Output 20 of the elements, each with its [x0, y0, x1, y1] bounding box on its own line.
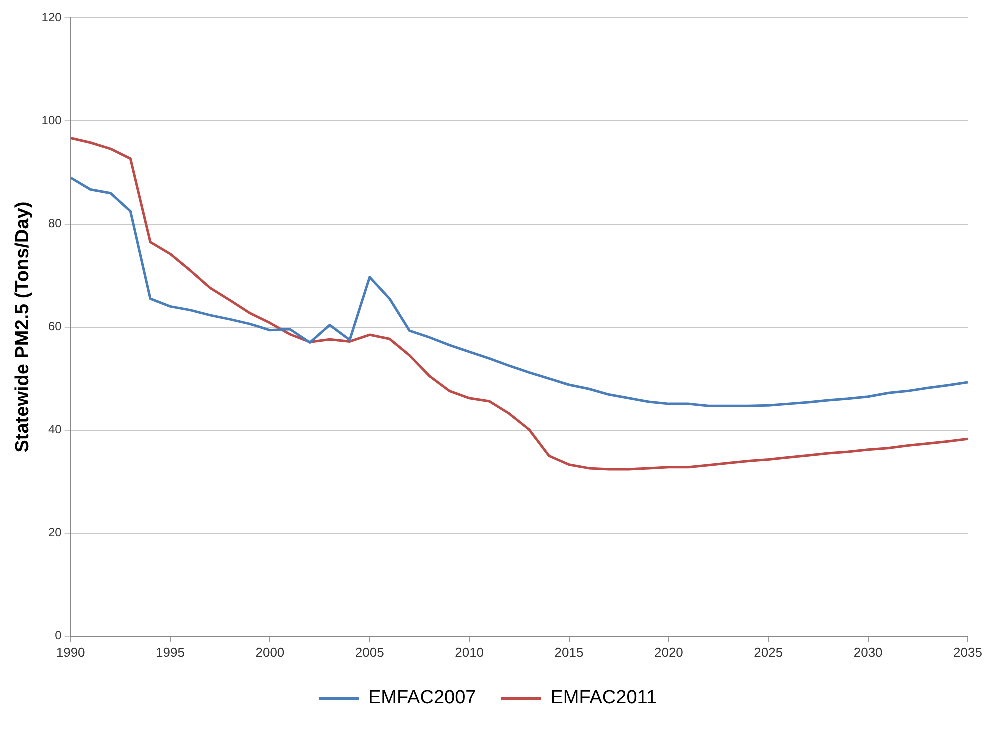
x-tick-label: 2030 — [854, 644, 883, 660]
y-tick-label: 80 — [48, 216, 62, 231]
x-tick-label: 1995 — [156, 644, 185, 660]
y-tick-label: 0 — [55, 628, 62, 643]
x-tick-label: 2025 — [754, 644, 784, 660]
x-tick-label: 2000 — [256, 644, 285, 660]
y-tick-label: 120 — [42, 10, 62, 25]
y-tick-label: 60 — [48, 320, 62, 334]
y-tick-label: 20 — [48, 526, 62, 540]
x-tick-label: 2020 — [654, 644, 684, 660]
x-tick-label: 2035 — [954, 644, 982, 660]
x-tick-label: 2010 — [455, 644, 484, 660]
y-tick-label: 100 — [42, 114, 62, 128]
legend-label: EMFAC2007 — [368, 688, 476, 709]
x-tick-label: 2005 — [355, 644, 384, 660]
legend-label: EMFAC2011 — [550, 688, 658, 709]
x-tick-label: 1990 — [56, 644, 86, 660]
x-tick-label: 2015 — [554, 644, 584, 660]
y-axis-title: Statewide PM2.5 (Tons/Day) — [12, 202, 34, 453]
y-tick-label: 40 — [48, 422, 62, 437]
